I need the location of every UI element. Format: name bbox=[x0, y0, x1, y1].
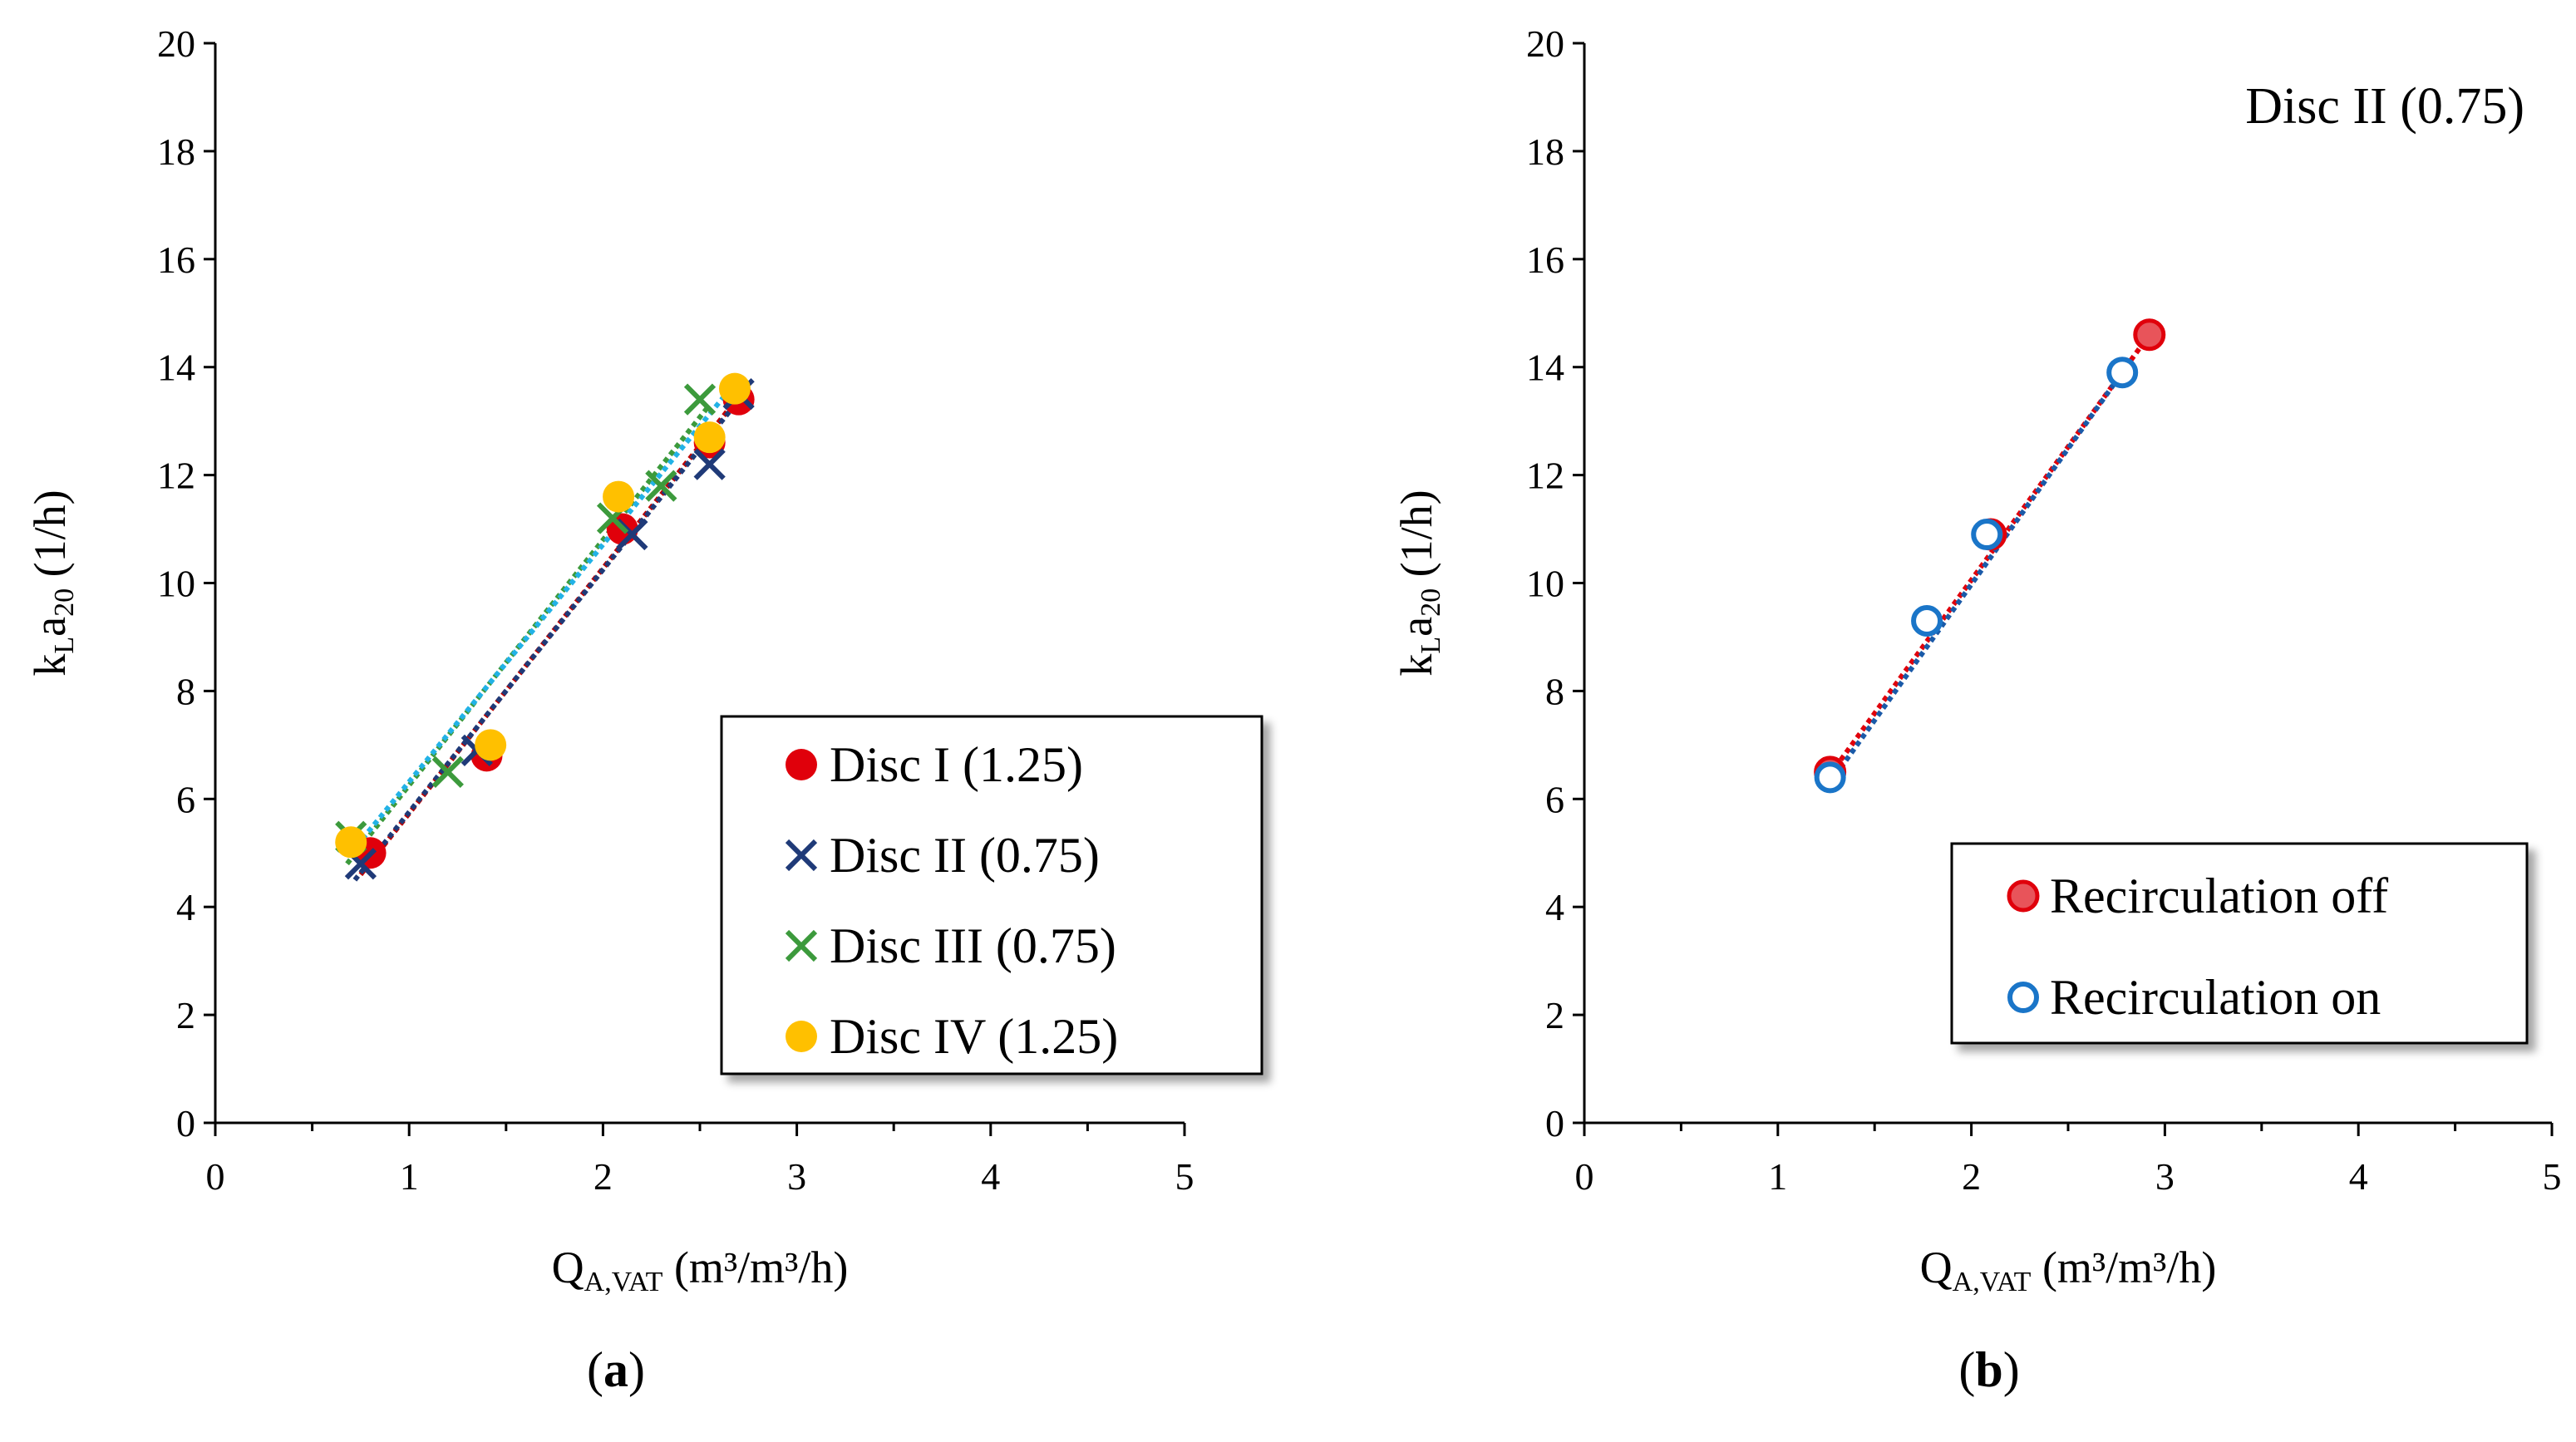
y-tick-label: 10 bbox=[1526, 563, 1564, 605]
x-tick-label: 5 bbox=[1175, 1155, 1194, 1198]
panel-label-letter: a bbox=[603, 1342, 628, 1397]
trendline bbox=[1828, 371, 2125, 785]
axis-label-subscript: 20 bbox=[1416, 588, 1446, 617]
y-tick-label: 20 bbox=[1526, 22, 1564, 65]
data-point bbox=[1911, 604, 1943, 637]
x-tick-label: 2 bbox=[1962, 1155, 1981, 1198]
axis-label-part: a bbox=[25, 617, 75, 637]
y-tick-label: 16 bbox=[1526, 239, 1564, 281]
axis-label-part: Q bbox=[1920, 1243, 1953, 1292]
y-tick-label: 4 bbox=[176, 886, 195, 928]
data-point bbox=[718, 372, 751, 405]
y-axis-title: kLa20 (1/h) bbox=[25, 490, 80, 676]
panel-label-close: ) bbox=[2003, 1342, 2020, 1397]
axis-label-part: k bbox=[25, 654, 75, 677]
data-point bbox=[693, 448, 726, 480]
data-point bbox=[645, 470, 677, 502]
legend-label: Disc II (0.75) bbox=[830, 828, 1100, 883]
axis-label-subscript: 20 bbox=[49, 588, 80, 617]
x-tick-label: 1 bbox=[1768, 1155, 1787, 1198]
x-tick-label: 3 bbox=[2155, 1155, 2175, 1198]
axis-label-subscript: A,VAT bbox=[1953, 1267, 2032, 1297]
y-tick-label: 0 bbox=[176, 1102, 195, 1144]
legend-label: Disc III (0.75) bbox=[830, 918, 1116, 973]
legend-label: Disc I (1.25) bbox=[830, 737, 1083, 792]
panel-label-open: ( bbox=[1958, 1342, 1975, 1397]
data-point bbox=[335, 826, 367, 859]
x-tick-label: 4 bbox=[981, 1155, 1000, 1198]
axis-label-subscript: L bbox=[49, 637, 80, 654]
data-point bbox=[431, 755, 464, 788]
legend-marker bbox=[785, 929, 818, 962]
panel-label-close: ) bbox=[628, 1342, 645, 1397]
x-tick-label: 3 bbox=[787, 1155, 806, 1198]
data-point bbox=[1814, 761, 1846, 794]
y-tick-label: 18 bbox=[157, 130, 195, 173]
y-tick-label: 0 bbox=[1545, 1102, 1564, 1144]
x-axis-title: QA,VAT (m³/m³/h) bbox=[552, 1243, 849, 1297]
y-tick-label: 18 bbox=[1526, 130, 1564, 173]
y-tick-label: 16 bbox=[157, 239, 195, 281]
legend: Recirculation off Recirculation on bbox=[1950, 842, 2529, 1045]
legend-label: Recirculation on bbox=[2050, 970, 2381, 1025]
axis-label-subscript: A,VAT bbox=[584, 1267, 663, 1297]
axis-label-part: Q bbox=[552, 1243, 584, 1292]
y-tick-label: 6 bbox=[1545, 778, 1564, 820]
legend-label: Recirculation off bbox=[2050, 869, 2388, 923]
legend-marker bbox=[786, 1021, 817, 1052]
x-tick-label: 1 bbox=[400, 1155, 419, 1198]
y-tick-label: 20 bbox=[157, 22, 195, 65]
axis-label-part: (1/h) bbox=[1391, 490, 1441, 588]
legend-marker bbox=[785, 839, 818, 872]
data-point bbox=[2133, 318, 2166, 352]
y-tick-label: 8 bbox=[1545, 670, 1564, 712]
data-point bbox=[603, 480, 635, 513]
axis-label-part: a bbox=[1391, 617, 1441, 637]
data-point bbox=[2106, 357, 2139, 389]
y-tick-label: 6 bbox=[176, 778, 195, 820]
y-axis-title: kLa20 (1/h) bbox=[1391, 490, 1446, 676]
y-tick-label: 10 bbox=[157, 563, 195, 605]
axis-label-part: (m³/m³/h) bbox=[2031, 1243, 2216, 1292]
y-tick-label: 12 bbox=[1526, 455, 1564, 497]
legend: Disc I (1.25) Disc II (0.75) Disc III (0.7… bbox=[720, 715, 1263, 1075]
y-tick-label: 2 bbox=[176, 994, 195, 1036]
y-tick-label: 8 bbox=[176, 670, 195, 712]
trendline bbox=[345, 403, 712, 866]
x-axis-title: QA,VAT (m³/m³/h) bbox=[1920, 1243, 2217, 1297]
trendline bbox=[352, 403, 737, 882]
x-tick-label: 5 bbox=[2543, 1155, 2562, 1198]
x-tick-label: 2 bbox=[594, 1155, 613, 1198]
data-point bbox=[475, 729, 507, 761]
legend-marker bbox=[2007, 982, 2039, 1013]
legend-box bbox=[1950, 842, 2529, 1045]
x-tick-label: 0 bbox=[206, 1155, 225, 1198]
axis-label-part: (m³/m³/h) bbox=[662, 1243, 848, 1292]
y-tick-label: 12 bbox=[157, 455, 195, 497]
x-tick-label: 4 bbox=[2349, 1155, 2368, 1198]
y-tick-label: 14 bbox=[1526, 347, 1564, 389]
panel-label: (b) bbox=[1958, 1342, 2019, 1397]
legend-marker bbox=[786, 749, 817, 780]
panel-label-letter: b bbox=[1975, 1342, 2002, 1397]
y-tick-label: 4 bbox=[1545, 886, 1564, 928]
axis-label-subscript: L bbox=[1416, 637, 1446, 654]
y-tick-label: 2 bbox=[1545, 994, 1564, 1036]
axis-label-part: k bbox=[1391, 654, 1441, 677]
panel-label-open: ( bbox=[587, 1342, 603, 1397]
legend-marker bbox=[2007, 879, 2040, 913]
data-point bbox=[683, 383, 717, 416]
legend-label: Disc IV (1.25) bbox=[830, 1009, 1118, 1064]
panel-label: (a) bbox=[587, 1342, 645, 1397]
x-tick-label: 0 bbox=[1575, 1155, 1594, 1198]
trendline bbox=[348, 381, 737, 855]
data-point bbox=[693, 421, 726, 454]
data-point bbox=[1971, 519, 2003, 551]
y-tick-label: 14 bbox=[157, 347, 195, 389]
axis-label-part: (1/h) bbox=[25, 490, 75, 588]
panel-annotation: Disc II (0.75) bbox=[2245, 78, 2524, 135]
